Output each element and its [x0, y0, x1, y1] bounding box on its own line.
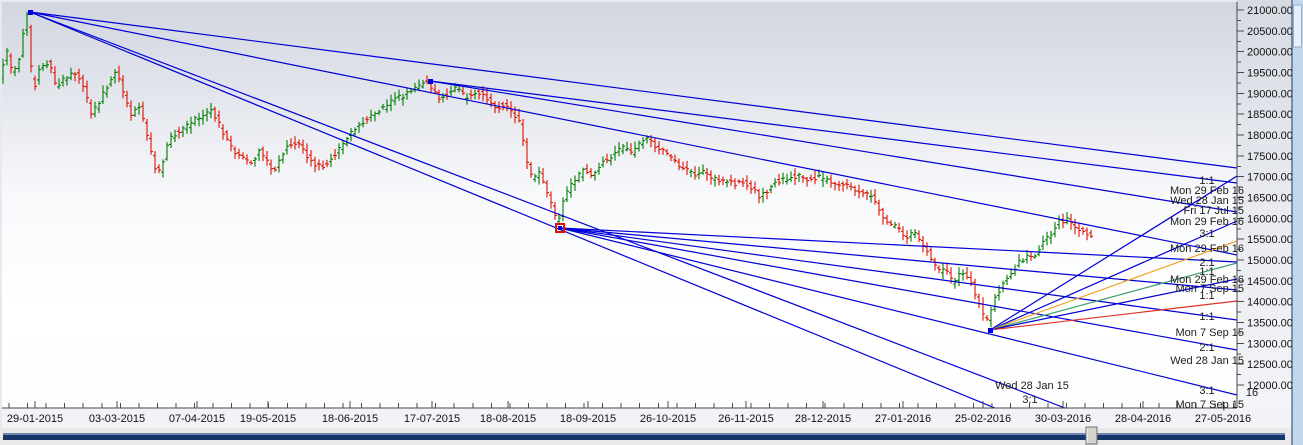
- y-axis-label: 20500.00: [1247, 26, 1293, 38]
- fan-origin-date-label: Wed 28 Jan 15: [1170, 195, 1244, 207]
- anchor-point[interactable]: [428, 79, 433, 84]
- gann-fan-line[interactable]: [559, 227, 1237, 263]
- gann-fan-line[interactable]: [989, 240, 1237, 331]
- x-axis-label: 27-05-2016: [1195, 413, 1251, 425]
- x-axis-label: 26-10-2015: [640, 413, 696, 425]
- y-axis-label: 17500.00: [1247, 151, 1293, 163]
- y-axis-label: 17000.00: [1247, 172, 1293, 184]
- gann-fan-line[interactable]: [29, 11, 1237, 169]
- fan-ratio-label: 1:1: [1199, 311, 1214, 323]
- gann-fan-line[interactable]: [429, 80, 1237, 213]
- axes-layer: [2, 2, 1244, 409]
- x-axis-label: 18-06-2015: [322, 413, 378, 425]
- x-axis-label: 18-09-2015: [560, 413, 616, 425]
- y-axis-label: 16000.00: [1247, 213, 1293, 225]
- gann-fan-line[interactable]: [559, 227, 1237, 351]
- fan-origin-date-label: Fri 17 Jul 15: [1183, 205, 1244, 217]
- right-scrollbar[interactable]: [1292, 0, 1303, 445]
- x-axis-label: 28-04-2016: [1115, 413, 1171, 425]
- x-axis-label: 28-12-2015: [795, 413, 851, 425]
- y-axis-label: 12000.00: [1247, 380, 1293, 392]
- y-axis-label: 13500.00: [1247, 318, 1293, 330]
- fan-ratio-label: 3:1: [1199, 228, 1214, 240]
- x-axis-label: 19-05-2015: [240, 413, 296, 425]
- candles-layer: [2, 11, 1093, 328]
- y-axis-label: 14000.00: [1247, 297, 1293, 309]
- anchor-point[interactable]: [28, 10, 33, 15]
- gann-fan-line[interactable]: [559, 227, 1237, 321]
- y-axis-label: 12500.00: [1247, 359, 1293, 371]
- x-axis-label: 27-01-2016: [875, 413, 931, 425]
- slider-thumb[interactable]: [1085, 426, 1098, 445]
- right-scrollbar-thumb[interactable]: [1293, 4, 1302, 48]
- up-candles: [2, 11, 1069, 328]
- x-axis-label: 29-01-2015: [7, 413, 63, 425]
- gann-fan-line[interactable]: [29, 11, 996, 408]
- y-axis-label: 18000.00: [1247, 130, 1293, 142]
- fan-origin-date-label: Mon 29 Feb 16: [1170, 216, 1244, 228]
- y-axis-label: 19500.00: [1247, 68, 1293, 80]
- x-axis-label: 18-08-2015: [480, 413, 536, 425]
- fan-annotation-label: 16: [1246, 387, 1258, 399]
- plot-background: [2, 2, 1237, 408]
- y-axis-label: 13000.00: [1247, 338, 1293, 350]
- anchor-point[interactable]: [558, 226, 562, 230]
- fan-ratio-label: 2:1: [1199, 257, 1214, 269]
- gann-fan-line[interactable]: [559, 227, 1237, 291]
- fan-ratio-label: 1:1: [1199, 175, 1214, 187]
- fan-annotation-label: 3:1: [1022, 394, 1037, 406]
- gann-fan-line[interactable]: [989, 262, 1237, 331]
- y-axis-label: 20000.00: [1247, 47, 1293, 59]
- fan-ratio-label: 2:1: [1199, 342, 1214, 354]
- y-axis-label: 19000.00: [1247, 88, 1293, 100]
- gann-fan-line[interactable]: [29, 11, 1237, 256]
- fan-origin-date-label: Mon 29 Feb 16: [1170, 185, 1244, 197]
- slider-track-highlight: [3, 433, 1285, 435]
- fan-ratio-label: 3:1: [1199, 385, 1214, 397]
- gann-fan-line[interactable]: [29, 11, 1066, 408]
- y-axis-label: 15000.00: [1247, 255, 1293, 267]
- fan-origin-date-label: Mon 29 Feb 16: [1170, 274, 1244, 286]
- fan-ratio-label: 1:1: [1199, 266, 1214, 278]
- x-axis-label: 03-03-2015: [89, 413, 145, 425]
- y-axis-label: 16500.00: [1247, 193, 1293, 205]
- gann-fan-line[interactable]: [989, 300, 1237, 331]
- gann-fan-line[interactable]: [989, 220, 1237, 331]
- x-axis-label: 30-03-2016: [1035, 413, 1091, 425]
- fan-origin-date-label: Wed 28 Jan 15: [1170, 355, 1244, 367]
- x-axis-label: 25-02-2016: [955, 413, 1011, 425]
- gann-fan-line[interactable]: [989, 175, 1237, 331]
- trendlines-layer: [29, 11, 1237, 408]
- x-axis-label: 26-11-2015: [718, 413, 773, 425]
- x-axis-strip: [2, 408, 1290, 428]
- selected-anchor-marker[interactable]: [555, 223, 565, 233]
- gann-fan-line[interactable]: [989, 278, 1237, 331]
- fan-origin-date-label: Mon 7 Sep 15: [1176, 327, 1245, 339]
- down-candles: [9, 24, 1093, 321]
- y-axis-label: 18500.00: [1247, 109, 1293, 121]
- anchor-point[interactable]: [988, 328, 993, 333]
- fan-origin-date-label: Mon 7 Sep 15: [1176, 399, 1245, 411]
- x-axis-label: 17-07-2015: [404, 413, 460, 425]
- y-axis-label: 21000.00: [1247, 5, 1293, 17]
- slider-track[interactable]: [3, 433, 1285, 440]
- x-axis-label: 07-04-2015: [169, 413, 225, 425]
- fan-annotation-label: Wed 28 Jan 15: [995, 380, 1069, 392]
- gann-fan-line[interactable]: [429, 80, 1237, 184]
- fan-ratio-label: 1:1: [1199, 290, 1214, 302]
- y-axis-label: 14500.00: [1247, 276, 1293, 288]
- fan-origin-date-label: Mon 7 Sep 15: [1176, 283, 1245, 295]
- gann-fan-line[interactable]: [559, 227, 1237, 396]
- fan-origin-date-label: Mon 29 Feb 16: [1170, 243, 1244, 255]
- y-axis-strip: [1237, 0, 1292, 428]
- y-axis-label: 15500.00: [1247, 234, 1293, 246]
